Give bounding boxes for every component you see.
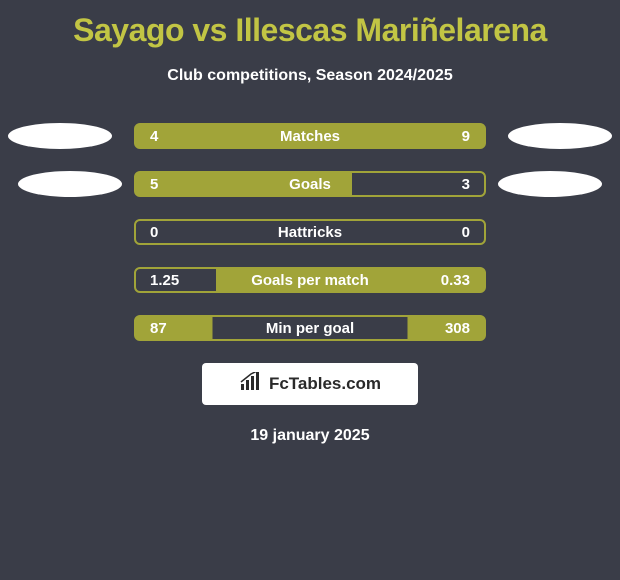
stat-row-hattricks: 0 Hattricks 0 xyxy=(0,219,620,245)
stat-value-left: 87 xyxy=(150,320,180,337)
stat-label: Min per goal xyxy=(266,320,354,337)
stat-row-min-per-goal: 87 Min per goal 308 xyxy=(0,315,620,341)
logo-text: FcTables.com xyxy=(269,374,381,394)
stat-label: Goals xyxy=(289,176,331,193)
stat-bar-matches: 4 Matches 9 xyxy=(134,123,486,149)
stat-bar-goals-per-match: 1.25 Goals per match 0.33 xyxy=(134,267,486,293)
stat-label: Matches xyxy=(280,128,340,145)
logo-content: FcTables.com xyxy=(239,372,381,397)
player-avatar-left xyxy=(18,171,122,197)
stats-container: 4 Matches 9 5 Goals 3 0 Hattricks 0 1.25… xyxy=(0,123,620,341)
stat-value-right: 0 xyxy=(440,224,470,241)
player-avatar-left xyxy=(8,123,112,149)
stat-bar-min-per-goal: 87 Min per goal 308 xyxy=(134,315,486,341)
stat-value-left: 5 xyxy=(150,176,180,193)
stat-value-right: 0.33 xyxy=(440,272,470,289)
subtitle: Club competitions, Season 2024/2025 xyxy=(0,67,620,85)
stat-label: Goals per match xyxy=(251,272,369,289)
logo-box[interactable]: FcTables.com xyxy=(202,363,418,405)
player-avatar-right xyxy=(498,171,602,197)
stat-label: Hattricks xyxy=(278,224,342,241)
stat-value-right: 9 xyxy=(440,128,470,145)
stat-bar-goals: 5 Goals 3 xyxy=(134,171,486,197)
stat-value-right: 3 xyxy=(440,176,470,193)
page-title: Sayago vs Illescas Mariñelarena xyxy=(0,0,620,49)
stat-row-matches: 4 Matches 9 xyxy=(0,123,620,149)
stat-row-goals-per-match: 1.25 Goals per match 0.33 xyxy=(0,267,620,293)
player-avatar-right xyxy=(508,123,612,149)
stat-value-left: 0 xyxy=(150,224,180,241)
bar-chart-icon xyxy=(239,372,263,397)
date-text: 19 january 2025 xyxy=(0,427,620,445)
stat-value-left: 4 xyxy=(150,128,180,145)
stat-bar-hattricks: 0 Hattricks 0 xyxy=(134,219,486,245)
stat-value-right: 308 xyxy=(440,320,470,337)
stat-value-left: 1.25 xyxy=(150,272,180,289)
stat-row-goals: 5 Goals 3 xyxy=(0,171,620,197)
